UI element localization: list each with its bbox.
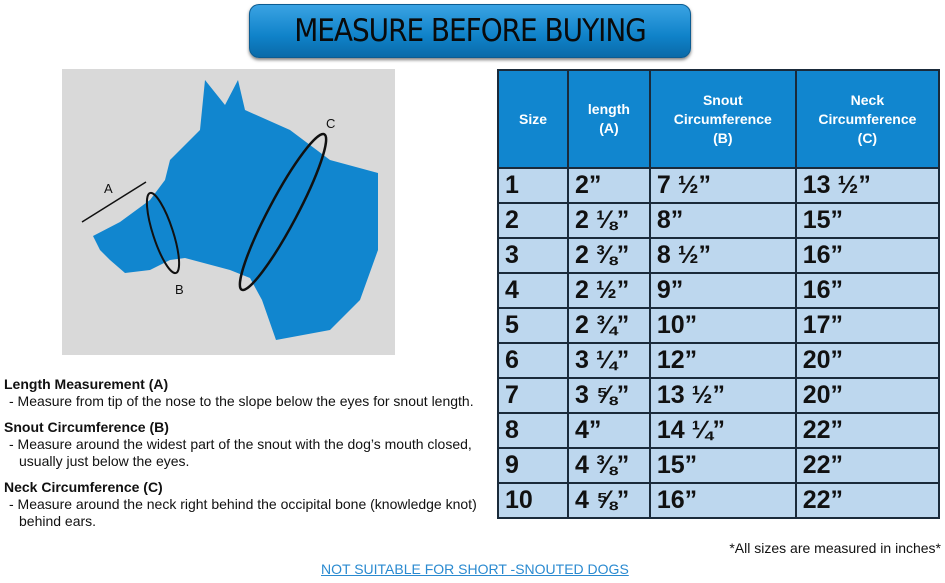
instruction-text: - Measure around the widest part of the … [9,436,472,469]
column-header: Neck Circumference (C) [794,69,941,169]
column-header: length (A) [567,69,651,169]
table-cell: 17” [794,307,941,344]
snout-loop-b [145,191,181,275]
table-cell: 22” [794,412,941,449]
table-cell: 1 [496,167,570,204]
table-cell: 16” [794,237,941,274]
table-cell: 22” [794,482,941,519]
table-cell: 20” [794,342,941,379]
table-cell: 4” [567,412,651,449]
table-cell: 2 ⅛” [567,202,651,239]
table-cell: 6 [496,342,570,379]
dog-measurement-diagram: A B C [62,69,395,355]
table-row: 10 4 ⅝” 16” 22” [496,482,941,519]
table-cell: 9 [496,447,570,484]
label-b: B [175,282,184,297]
column-header: Size [496,69,570,169]
instruction-text: - Measure from tip of the nose to the sl… [9,393,474,409]
table-cell: 22” [794,447,941,484]
table-cell: 2 ½” [567,272,651,309]
table-cell: 8 [496,412,570,449]
table-cell: 10 [496,482,570,519]
table-cell: 15” [794,202,941,239]
table-row: 8 4” 14 ¼” 22” [496,412,941,449]
table-cell: 13 ½” [794,167,941,204]
table-cell: 5 [496,307,570,344]
table-cell: 16” [648,482,797,519]
table-cell: 2 ⅜” [567,237,651,274]
table-cell: 13 ½” [648,377,797,414]
neck-loop-c [238,132,328,292]
table-cell: 9” [648,272,797,309]
table-cell: 20” [794,377,941,414]
dog-head-silhouette [93,80,378,340]
short-snout-warning-link[interactable]: NOT SUITABLE FOR SHORT -SNOUTED DOGS [321,561,629,577]
table-cell: 7 [496,377,570,414]
table-cell: 16” [794,272,941,309]
instruction-heading: Neck Circumference (C) [4,479,163,495]
arrow-a [81,181,147,223]
table-cell: 8 ½” [648,237,797,274]
table-cell: 8” [648,202,797,239]
table-cell: 14 ¼” [648,412,797,449]
measurement-instructions: Length Measurement (A) - Measure from ti… [4,376,484,539]
label-c: C [326,116,335,131]
table-cell: 2 ¾” [567,307,651,344]
table-cell: 3 ¼” [567,342,651,379]
size-chart-table: Size length (A) Snout Circumference (B) Nec… [496,69,941,519]
column-header: Snout Circumference (B) [648,69,797,169]
table-cell: 2” [567,167,651,204]
table-cell: 12” [648,342,797,379]
table-row: 1 2” 7 ½” 13 ½” [496,167,941,204]
table-cell: 7 ½” [648,167,797,204]
units-note: *All sizes are measured in inches* [729,540,941,556]
page-title: MEASURE BEFORE BUYING [249,4,691,58]
table-cell: 4 [496,272,570,309]
table-cell: 4 ⅝” [567,482,651,519]
table-cell: 2 [496,202,570,239]
table-cell: 10” [648,307,797,344]
instruction-heading: Snout Circumference (B) [4,419,169,435]
table-cell: 4 ⅜” [567,447,651,484]
table-cell: 3 ⅝” [567,377,651,414]
table-cell: 15” [648,447,797,484]
instruction-text: - Measure around the neck right behind t… [9,496,477,529]
table-cell: 3 [496,237,570,274]
label-a: A [104,181,113,196]
instruction-heading: Length Measurement (A) [4,376,169,392]
